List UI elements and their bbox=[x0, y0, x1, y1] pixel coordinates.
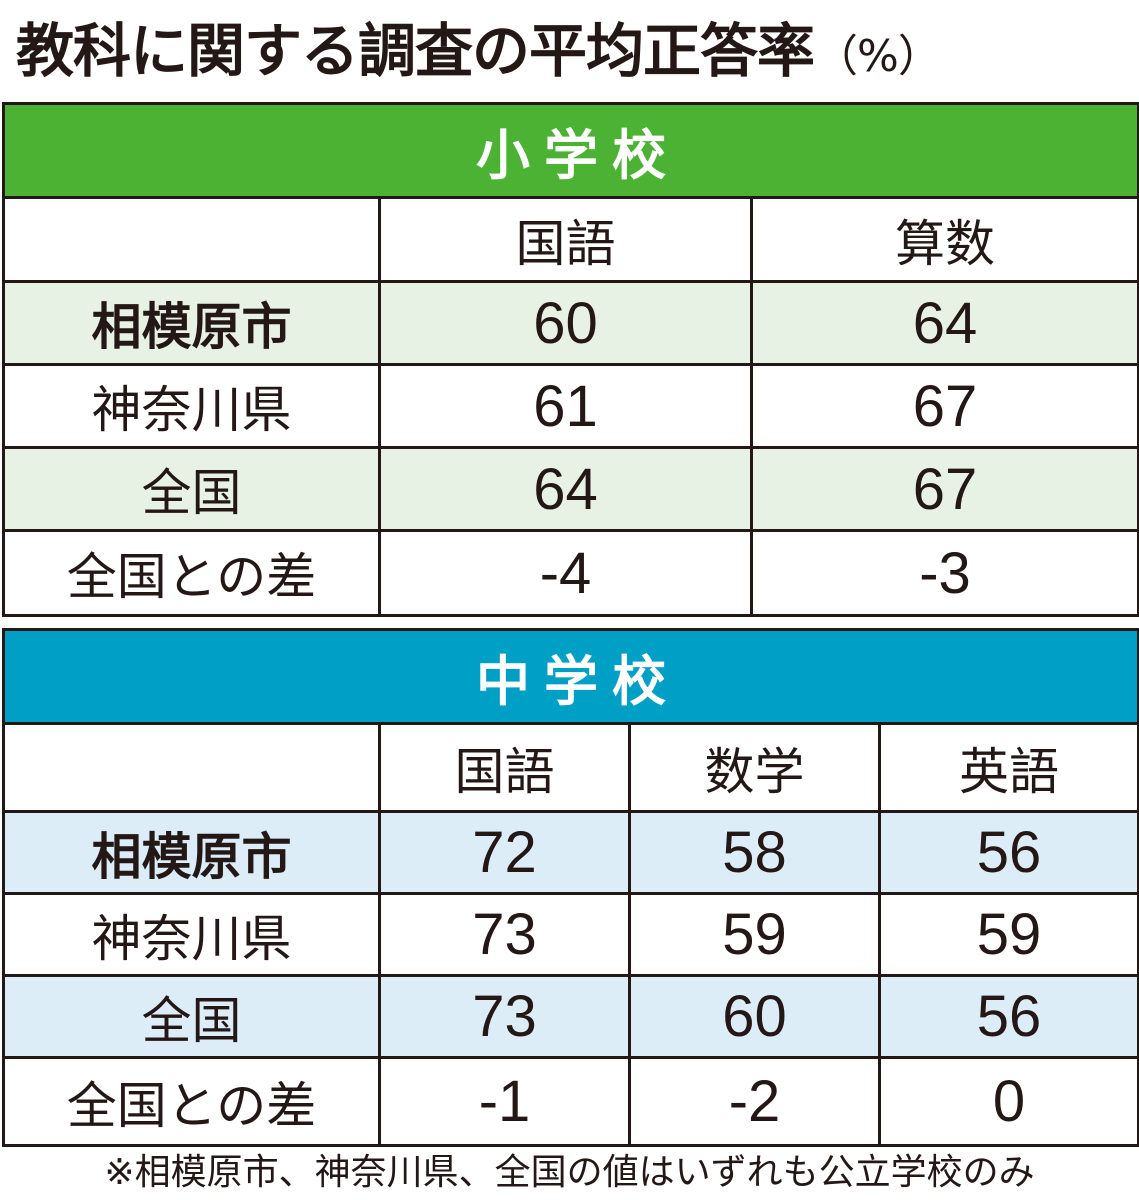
header-corner bbox=[2, 722, 381, 813]
table-row: 相模原市 60 64 bbox=[2, 280, 1139, 366]
row-label: 神奈川県 bbox=[2, 892, 381, 977]
value-cell: 64 bbox=[378, 446, 753, 532]
subject-header: 英語 bbox=[878, 722, 1139, 813]
page-title: 教科に関する調査の平均正答率（%） bbox=[0, 6, 1139, 96]
table-row: 全国との差 -4 -3 bbox=[2, 529, 1139, 617]
table-row: 全国との差 -1 -2 0 bbox=[2, 1056, 1139, 1147]
value-cell: 59 bbox=[628, 892, 881, 977]
row-label: 全国との差 bbox=[2, 529, 381, 617]
value-cell: 0 bbox=[878, 1056, 1139, 1147]
footnote: ※相模原市、神奈川県、全国の値はいずれも公立学校のみ bbox=[104, 1152, 1035, 1193]
value-cell: -1 bbox=[378, 1056, 631, 1147]
row-label: 全国 bbox=[2, 974, 381, 1059]
row-label: 全国との差 bbox=[2, 1056, 381, 1147]
value-cell: -3 bbox=[749, 529, 1139, 617]
subject-header: 国語 bbox=[378, 196, 753, 283]
table-row: 全国 73 60 56 bbox=[2, 974, 1139, 1059]
value-cell: 73 bbox=[378, 974, 631, 1059]
elementary-banner: 小学校 bbox=[1, 102, 1139, 199]
value-cell: 58 bbox=[628, 810, 881, 895]
header-corner bbox=[2, 196, 381, 283]
value-cell: -2 bbox=[628, 1056, 881, 1147]
value-cell: 60 bbox=[378, 280, 753, 366]
row-label: 相模原市 bbox=[2, 280, 381, 366]
table-row: 神奈川県 73 59 59 bbox=[2, 892, 1139, 977]
row-label: 神奈川県 bbox=[2, 363, 381, 449]
value-cell: 60 bbox=[628, 974, 881, 1059]
value-cell: 67 bbox=[749, 363, 1139, 449]
subject-header: 算数 bbox=[749, 196, 1139, 283]
value-cell: 56 bbox=[878, 810, 1139, 895]
value-cell: 73 bbox=[378, 892, 631, 977]
value-cell: 64 bbox=[749, 280, 1139, 366]
elementary-table: 小学校 国語 算数 相模原市 60 64 神奈川県 61 67 全国 64 67… bbox=[1, 102, 1139, 617]
value-cell: 67 bbox=[749, 446, 1139, 532]
table-row: 神奈川県 61 67 bbox=[2, 363, 1139, 449]
table-row: 全国 64 67 bbox=[2, 446, 1139, 532]
table-row: 相模原市 72 58 56 bbox=[2, 810, 1139, 895]
subject-header: 国語 bbox=[378, 722, 631, 813]
title-unit: （%） bbox=[814, 31, 942, 82]
middle-school-table: 中学校 国語 数学 英語 相模原市 72 58 56 神奈川県 73 59 59… bbox=[2, 628, 1139, 1147]
row-label: 相模原市 bbox=[2, 810, 381, 895]
value-cell: 61 bbox=[378, 363, 753, 449]
value-cell: 59 bbox=[878, 892, 1139, 977]
value-cell: 72 bbox=[378, 810, 631, 895]
row-label: 全国 bbox=[2, 446, 381, 532]
subject-header: 数学 bbox=[628, 722, 881, 813]
middle-school-banner: 中学校 bbox=[2, 628, 1139, 725]
value-cell: -4 bbox=[378, 529, 753, 617]
value-cell: 56 bbox=[878, 974, 1139, 1059]
title-text: 教科に関する調査の平均正答率 bbox=[16, 17, 815, 85]
